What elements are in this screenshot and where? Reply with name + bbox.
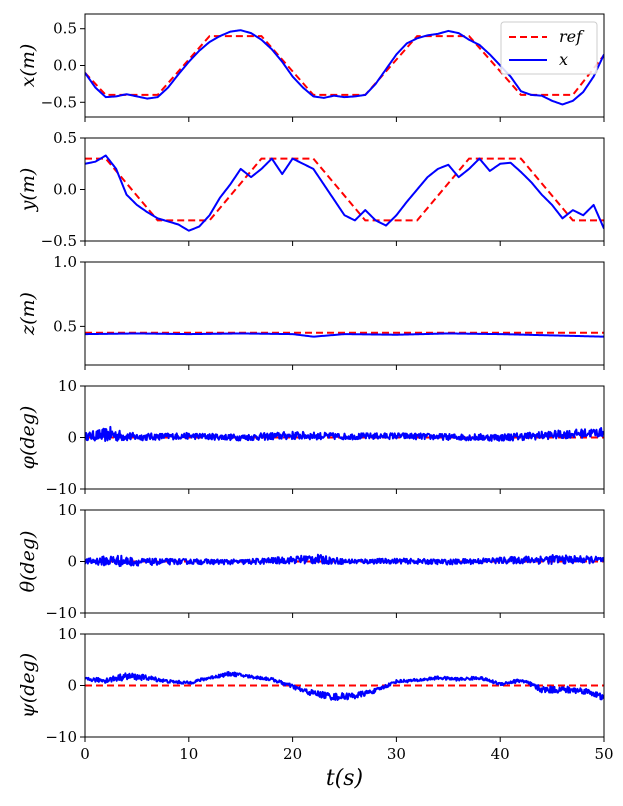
ytick-label: −0.5 <box>41 93 77 111</box>
series-actual-psi <box>85 671 604 701</box>
ytick-label: 0.5 <box>53 20 77 38</box>
ytick-label: 10 <box>58 377 77 395</box>
series-actual-phi <box>85 425 604 442</box>
xtick-label: 30 <box>387 745 406 763</box>
legend: ref x <box>500 21 598 75</box>
xtick-label: 0 <box>80 745 90 763</box>
series-actual-z <box>85 332 604 338</box>
ytick-label: −10 <box>45 728 77 746</box>
series-actual-theta <box>85 553 604 568</box>
ylabel-phi: φ(deg) <box>17 406 39 470</box>
xtick-label: 50 <box>594 745 613 763</box>
ytick-label: 1.0 <box>53 253 77 271</box>
ytick-label: 10 <box>58 625 77 643</box>
ylabel-x: x(m) <box>17 44 39 88</box>
series-ref-y <box>85 157 604 222</box>
ytick-label: 0.0 <box>53 181 77 199</box>
ytick-label: 10 <box>58 501 77 519</box>
subplot-x: −0.5 0.0 0.5 x(m) ref x <box>17 13 605 122</box>
xtick-label: 20 <box>283 745 302 763</box>
ytick-label: 0 <box>67 553 77 571</box>
legend-label-actual: x <box>559 50 568 69</box>
ytick-label: −10 <box>45 480 77 498</box>
ytick-label: −10 <box>45 604 77 622</box>
subplot-phi: −10 0 10 φ(deg) <box>17 377 605 498</box>
ytick-label: 0.0 <box>53 57 77 75</box>
xtick-label: 10 <box>179 745 198 763</box>
subplot-y: −0.5 0.0 0.5 y(m) <box>17 129 605 250</box>
ytick-label: −0.5 <box>41 232 77 250</box>
ytick-label: 0 <box>67 429 77 447</box>
ylabel-psi: ψ(deg) <box>17 653 39 718</box>
ylabel-y: y(m) <box>17 168 39 213</box>
ylabel-theta: θ(deg) <box>17 531 39 593</box>
ylabel-z: z(m) <box>17 292 39 336</box>
ytick-label: 0 <box>67 677 77 695</box>
xlabel: t(s) <box>326 766 363 791</box>
ytick-label: 0.5 <box>53 317 77 335</box>
legend-label-ref: ref <box>559 27 585 46</box>
axes-frame-z <box>84 261 605 366</box>
ytick-label: 0.5 <box>53 129 77 147</box>
series-actual-x <box>85 29 604 106</box>
series-actual-y <box>85 154 604 232</box>
subplot-theta: −10 0 10 θ(deg) <box>17 501 605 622</box>
xtick-label: 40 <box>491 745 510 763</box>
axes-frame-y <box>84 137 605 242</box>
subplot-z: 0.5 1.0 z(m) <box>17 253 605 370</box>
legend-box <box>500 21 598 75</box>
